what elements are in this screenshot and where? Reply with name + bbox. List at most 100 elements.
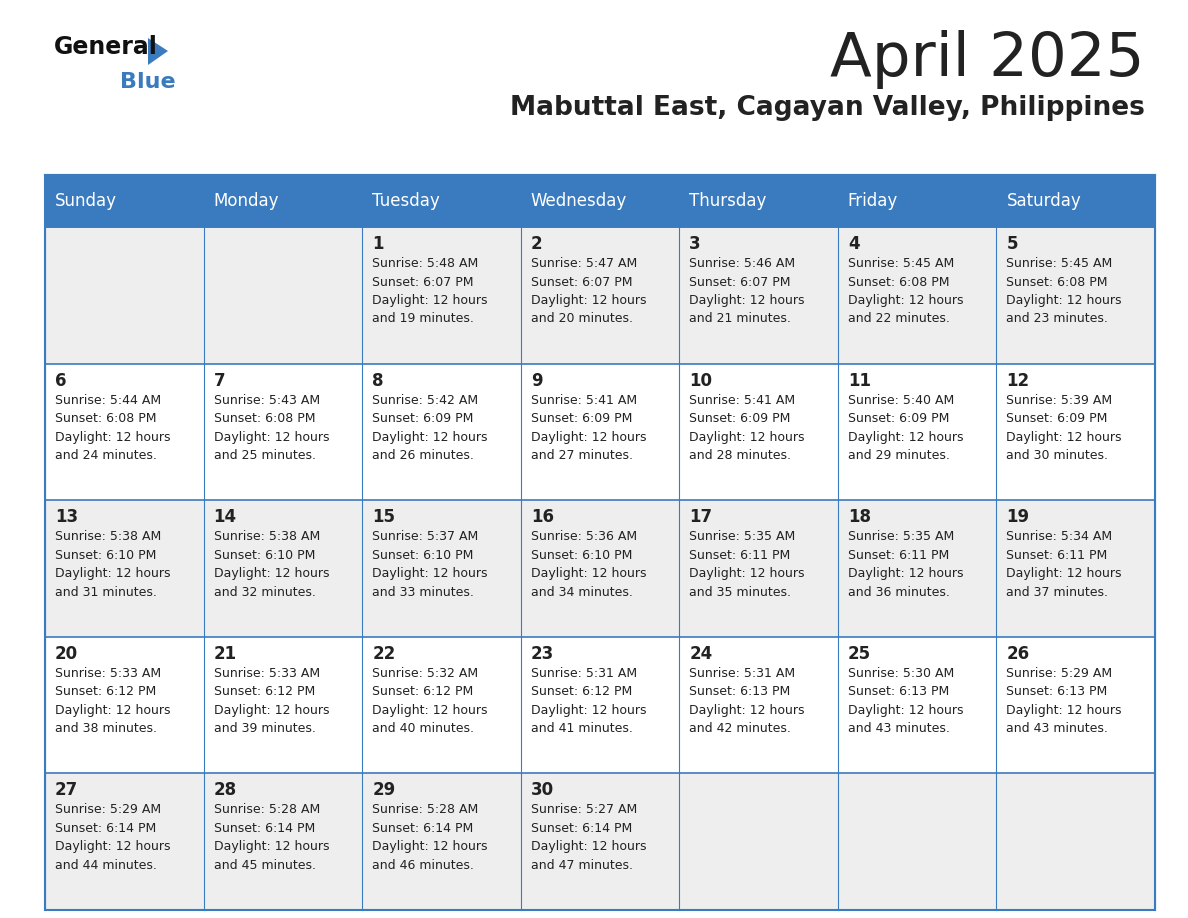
Text: and 20 minutes.: and 20 minutes.	[531, 312, 633, 326]
Bar	[520, 773, 680, 910]
Text: Sunrise: 5:35 AM: Sunrise: 5:35 AM	[848, 531, 954, 543]
Text: Sunrise: 5:45 AM: Sunrise: 5:45 AM	[1006, 257, 1113, 270]
Text: Sunrise: 5:44 AM: Sunrise: 5:44 AM	[55, 394, 162, 407]
Text: Sunrise: 5:40 AM: Sunrise: 5:40 AM	[848, 394, 954, 407]
Text: Daylight: 12 hours: Daylight: 12 hours	[531, 840, 646, 854]
Text: 3: 3	[689, 235, 701, 253]
Text: Daylight: 12 hours: Daylight: 12 hours	[55, 840, 171, 854]
Text: Sunrise: 5:28 AM: Sunrise: 5:28 AM	[372, 803, 479, 816]
Bar	[680, 773, 838, 910]
Text: and 39 minutes.: and 39 minutes.	[214, 722, 316, 735]
Bar	[362, 364, 520, 500]
Text: Daylight: 12 hours: Daylight: 12 hours	[372, 431, 487, 443]
Bar	[362, 773, 520, 910]
Text: and 35 minutes.: and 35 minutes.	[689, 586, 791, 599]
Bar	[203, 637, 362, 773]
Text: Daylight: 12 hours: Daylight: 12 hours	[1006, 704, 1121, 717]
Bar	[362, 227, 520, 364]
Text: Sunset: 6:09 PM: Sunset: 6:09 PM	[1006, 412, 1107, 425]
Text: Mabuttal East, Cagayan Valley, Philippines: Mabuttal East, Cagayan Valley, Philippin…	[510, 95, 1145, 121]
Text: 2: 2	[531, 235, 543, 253]
Text: Sunset: 6:07 PM: Sunset: 6:07 PM	[531, 275, 632, 288]
Text: 24: 24	[689, 644, 713, 663]
Text: Daylight: 12 hours: Daylight: 12 hours	[689, 294, 804, 307]
Text: Daylight: 12 hours: Daylight: 12 hours	[848, 431, 963, 443]
Text: 17: 17	[689, 509, 713, 526]
Text: and 23 minutes.: and 23 minutes.	[1006, 312, 1108, 326]
Text: Sunset: 6:14 PM: Sunset: 6:14 PM	[55, 822, 157, 834]
Text: 13: 13	[55, 509, 78, 526]
Text: and 24 minutes.: and 24 minutes.	[55, 449, 157, 462]
Text: Sunset: 6:09 PM: Sunset: 6:09 PM	[848, 412, 949, 425]
Text: 29: 29	[372, 781, 396, 800]
Text: Daylight: 12 hours: Daylight: 12 hours	[214, 567, 329, 580]
Text: and 27 minutes.: and 27 minutes.	[531, 449, 633, 462]
Text: and 34 minutes.: and 34 minutes.	[531, 586, 632, 599]
Text: 1: 1	[372, 235, 384, 253]
Text: 22: 22	[372, 644, 396, 663]
Text: and 46 minutes.: and 46 minutes.	[372, 859, 474, 872]
Text: Sunrise: 5:31 AM: Sunrise: 5:31 AM	[531, 666, 637, 680]
Text: and 28 minutes.: and 28 minutes.	[689, 449, 791, 462]
Text: Sunrise: 5:43 AM: Sunrise: 5:43 AM	[214, 394, 320, 407]
Text: 30: 30	[531, 781, 554, 800]
Text: and 42 minutes.: and 42 minutes.	[689, 722, 791, 735]
Text: Sunset: 6:10 PM: Sunset: 6:10 PM	[372, 549, 474, 562]
Text: and 36 minutes.: and 36 minutes.	[848, 586, 949, 599]
Bar	[838, 637, 997, 773]
Text: Daylight: 12 hours: Daylight: 12 hours	[531, 431, 646, 443]
Text: Sunrise: 5:38 AM: Sunrise: 5:38 AM	[55, 531, 162, 543]
Text: Daylight: 12 hours: Daylight: 12 hours	[1006, 431, 1121, 443]
Bar	[680, 500, 838, 637]
Text: 15: 15	[372, 509, 396, 526]
Bar	[203, 364, 362, 500]
Text: Thursday: Thursday	[689, 192, 766, 210]
Text: Sunset: 6:13 PM: Sunset: 6:13 PM	[1006, 686, 1107, 699]
Text: and 37 minutes.: and 37 minutes.	[1006, 586, 1108, 599]
Bar	[997, 773, 1155, 910]
Text: 28: 28	[214, 781, 236, 800]
Bar	[838, 773, 997, 910]
Text: Sunset: 6:10 PM: Sunset: 6:10 PM	[55, 549, 157, 562]
Text: and 44 minutes.: and 44 minutes.	[55, 859, 157, 872]
Bar	[680, 175, 838, 227]
Text: Sunrise: 5:42 AM: Sunrise: 5:42 AM	[372, 394, 479, 407]
Bar	[838, 364, 997, 500]
Text: 19: 19	[1006, 509, 1030, 526]
Text: Daylight: 12 hours: Daylight: 12 hours	[214, 431, 329, 443]
Bar	[997, 500, 1155, 637]
Text: 20: 20	[55, 644, 78, 663]
Text: Sunset: 6:08 PM: Sunset: 6:08 PM	[55, 412, 157, 425]
Text: Sunrise: 5:36 AM: Sunrise: 5:36 AM	[531, 531, 637, 543]
Text: 23: 23	[531, 644, 554, 663]
Text: Daylight: 12 hours: Daylight: 12 hours	[372, 704, 487, 717]
Bar	[45, 637, 203, 773]
Text: 16: 16	[531, 509, 554, 526]
Text: Sunset: 6:11 PM: Sunset: 6:11 PM	[848, 549, 949, 562]
Text: Sunrise: 5:47 AM: Sunrise: 5:47 AM	[531, 257, 637, 270]
Text: Sunset: 6:14 PM: Sunset: 6:14 PM	[214, 822, 315, 834]
Text: and 30 minutes.: and 30 minutes.	[1006, 449, 1108, 462]
Text: April 2025: April 2025	[830, 30, 1145, 89]
Text: Sunrise: 5:30 AM: Sunrise: 5:30 AM	[848, 666, 954, 680]
Text: Sunset: 6:14 PM: Sunset: 6:14 PM	[531, 822, 632, 834]
Text: 8: 8	[372, 372, 384, 389]
Text: 12: 12	[1006, 372, 1030, 389]
Bar	[45, 227, 203, 364]
Text: Sunset: 6:13 PM: Sunset: 6:13 PM	[848, 686, 949, 699]
Bar	[203, 227, 362, 364]
Text: Tuesday: Tuesday	[372, 192, 440, 210]
Text: Sunrise: 5:33 AM: Sunrise: 5:33 AM	[55, 666, 162, 680]
Text: Sunrise: 5:27 AM: Sunrise: 5:27 AM	[531, 803, 637, 816]
Text: Sunset: 6:10 PM: Sunset: 6:10 PM	[214, 549, 315, 562]
Text: Daylight: 12 hours: Daylight: 12 hours	[848, 294, 963, 307]
Text: Daylight: 12 hours: Daylight: 12 hours	[1006, 567, 1121, 580]
Text: 9: 9	[531, 372, 543, 389]
Text: Daylight: 12 hours: Daylight: 12 hours	[848, 704, 963, 717]
Text: 21: 21	[214, 644, 236, 663]
Text: Sunset: 6:11 PM: Sunset: 6:11 PM	[1006, 549, 1107, 562]
Text: Sunrise: 5:29 AM: Sunrise: 5:29 AM	[1006, 666, 1112, 680]
Bar	[45, 175, 203, 227]
Text: Sunrise: 5:45 AM: Sunrise: 5:45 AM	[848, 257, 954, 270]
Bar	[45, 500, 203, 637]
